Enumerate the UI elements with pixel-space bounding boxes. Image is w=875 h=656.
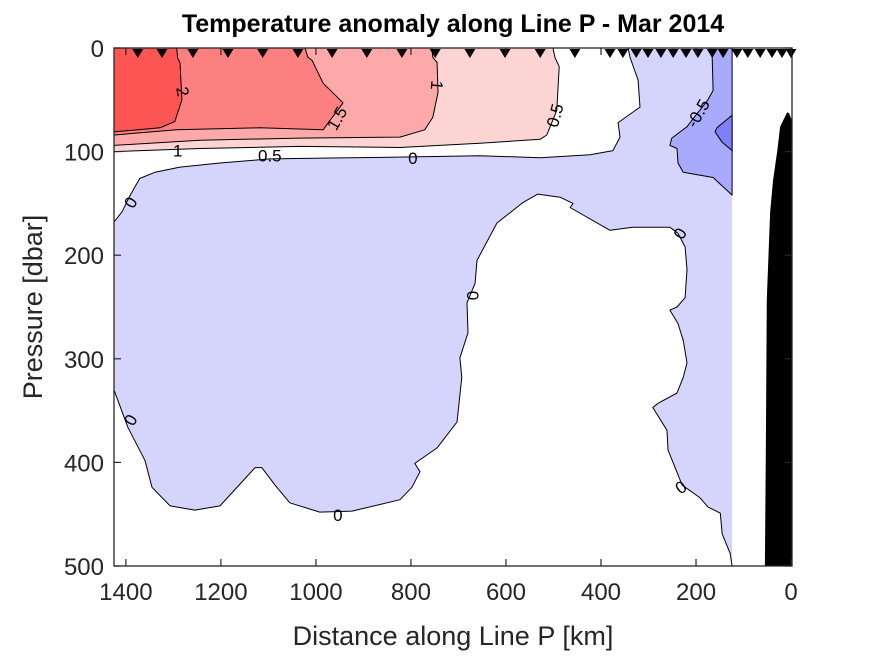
station-marker — [706, 49, 718, 58]
station-marker — [617, 49, 629, 58]
station-marker — [132, 49, 144, 58]
station-marker — [396, 49, 408, 58]
contour-region-below-minus-1 — [714, 114, 733, 152]
station-marker — [326, 49, 338, 58]
contour-label: 0 — [408, 149, 417, 168]
contour-label: 0 — [333, 506, 342, 525]
station-marker — [731, 49, 743, 58]
contour-label: 1 — [173, 142, 182, 161]
contour-label-text: 1 — [427, 80, 447, 91]
y-tick-label: 200 — [64, 243, 104, 270]
contour-label-text: 0 — [463, 291, 482, 300]
x-axis-label: Distance along Line P [km] — [293, 621, 614, 651]
y-axis-label: Pressure [dbar] — [18, 215, 48, 400]
x-tick-label: 0 — [784, 579, 797, 606]
station-markers — [132, 49, 797, 58]
contour-label-text: 1 — [173, 142, 182, 161]
station-marker — [754, 49, 766, 58]
station-marker — [569, 49, 581, 58]
station-marker — [680, 49, 692, 58]
station-marker — [742, 49, 754, 58]
x-tick-label: 800 — [391, 579, 431, 606]
station-marker — [766, 49, 778, 58]
station-marker — [429, 49, 441, 58]
chart-title: Temperature anomaly along Line P - Mar 2… — [182, 10, 724, 38]
station-marker — [222, 49, 234, 58]
bathymetry — [764, 112, 792, 566]
contour-label: 2 — [172, 85, 192, 98]
station-marker — [534, 49, 546, 58]
contour-region--1-to-minus-0.5 — [669, 48, 733, 196]
station-marker — [464, 49, 476, 58]
station-marker — [361, 49, 373, 58]
y-tick-label: 500 — [64, 554, 104, 581]
x-tick-label: 1400 — [99, 579, 152, 606]
y-tick-label: 300 — [64, 347, 104, 374]
contour-label-text: 0 — [408, 149, 417, 168]
station-marker — [692, 49, 704, 58]
station-marker — [604, 49, 616, 58]
contour-label-text: 0 — [333, 506, 342, 525]
contour-label-text: 2 — [172, 85, 192, 98]
contour-region-0-to-0.5 — [114, 193, 733, 566]
station-marker — [667, 49, 679, 58]
station-marker — [156, 49, 168, 58]
x-tick-label: 1000 — [289, 579, 342, 606]
contour-fills — [114, 48, 733, 566]
station-marker — [257, 49, 269, 58]
x-tick-label: 1200 — [194, 579, 247, 606]
station-marker — [655, 49, 667, 58]
station-marker — [642, 49, 654, 58]
contour-label: 0 — [463, 291, 482, 300]
x-tick-label: 600 — [486, 579, 526, 606]
x-tick-label: 200 — [676, 579, 716, 606]
station-marker — [292, 49, 304, 58]
axes-box — [113, 47, 793, 567]
station-marker — [717, 49, 729, 58]
contour-label: 1 — [427, 80, 447, 91]
y-tick-label: 400 — [64, 450, 104, 477]
bathymetry-shape — [764, 112, 792, 566]
x-tick-label: 400 — [581, 579, 621, 606]
y-tick-label: 100 — [64, 140, 104, 167]
station-marker — [776, 49, 788, 58]
station-marker — [630, 49, 642, 58]
contour-region-above-2 — [114, 48, 183, 133]
contour-label: 0.5 — [258, 147, 282, 166]
contour-label-text: 0.5 — [258, 147, 282, 166]
y-tick-label: 0 — [91, 36, 104, 63]
station-marker — [187, 49, 199, 58]
station-marker — [499, 49, 511, 58]
x-axis: 1400 1200 1000 800 600 400 200 0 — [99, 48, 798, 606]
